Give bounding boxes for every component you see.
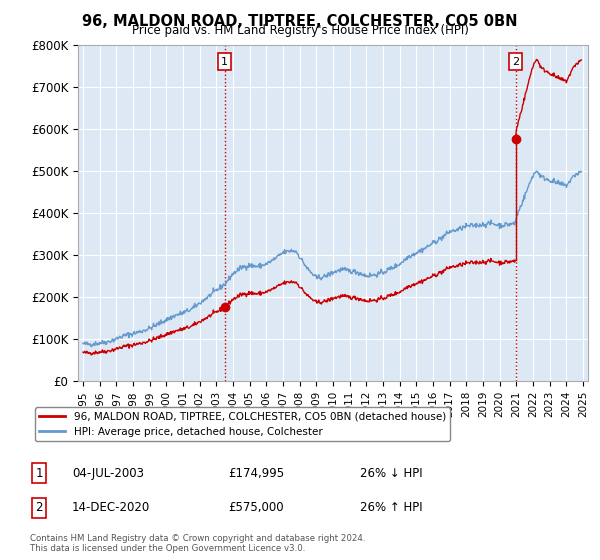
- Text: 26% ↑ HPI: 26% ↑ HPI: [360, 501, 422, 515]
- Text: 1: 1: [35, 466, 43, 480]
- Text: 96, MALDON ROAD, TIPTREE, COLCHESTER, CO5 0BN: 96, MALDON ROAD, TIPTREE, COLCHESTER, CO…: [82, 14, 518, 29]
- Text: 26% ↓ HPI: 26% ↓ HPI: [360, 466, 422, 480]
- Text: Contains HM Land Registry data © Crown copyright and database right 2024.
This d: Contains HM Land Registry data © Crown c…: [30, 534, 365, 553]
- Text: 2: 2: [35, 501, 43, 515]
- Text: £575,000: £575,000: [228, 501, 284, 515]
- Text: 2: 2: [512, 57, 519, 67]
- Text: Price paid vs. HM Land Registry's House Price Index (HPI): Price paid vs. HM Land Registry's House …: [131, 24, 469, 36]
- Legend: 96, MALDON ROAD, TIPTREE, COLCHESTER, CO5 0BN (detached house), HPI: Average pri: 96, MALDON ROAD, TIPTREE, COLCHESTER, CO…: [35, 408, 450, 441]
- Text: 14-DEC-2020: 14-DEC-2020: [72, 501, 150, 515]
- Text: 1: 1: [221, 57, 228, 67]
- Text: £174,995: £174,995: [228, 466, 284, 480]
- Text: 04-JUL-2003: 04-JUL-2003: [72, 466, 144, 480]
